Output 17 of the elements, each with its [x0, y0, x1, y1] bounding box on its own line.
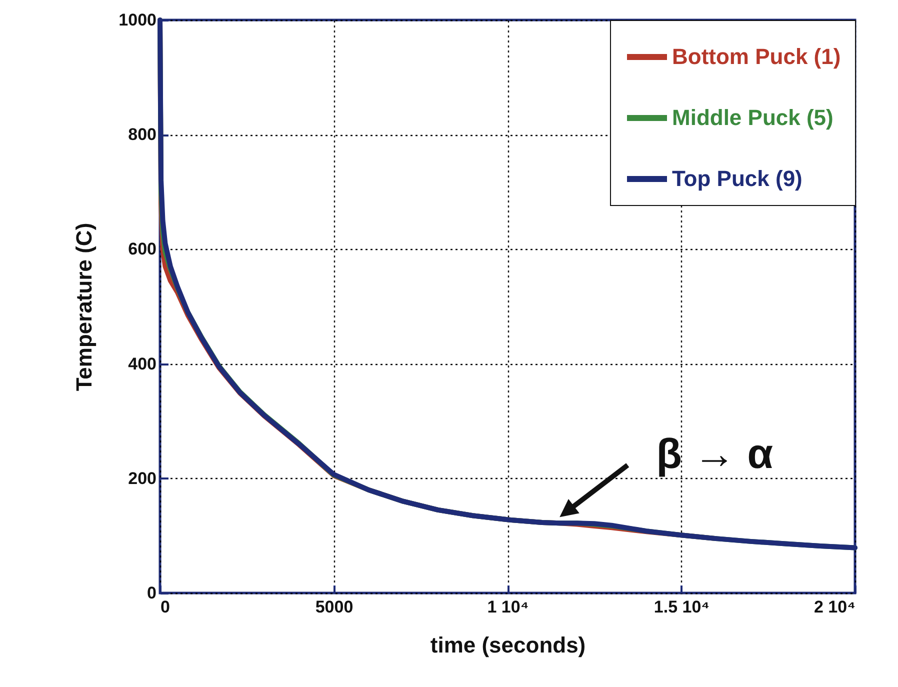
legend-label: Bottom Puck (1) [672, 44, 841, 69]
y-tick-label: 600 [128, 240, 156, 259]
x-tick-label: 2 10⁴ [814, 598, 856, 616]
y-tick-label: 1000 [118, 10, 156, 30]
x-tick-label: 1 10⁴ [487, 598, 529, 616]
x-tick-label: 0 [160, 598, 170, 616]
x-tick-label: 1.5 10⁴ [654, 598, 710, 616]
x-axis-title: time (seconds) [430, 632, 586, 658]
y-tick-label: 0 [147, 584, 156, 602]
y-tick-label: 200 [128, 468, 156, 488]
annotation: β → α [656, 430, 774, 478]
y-tick-label: 800 [128, 125, 156, 144]
y-tick-label: 400 [128, 354, 156, 374]
legend-label: Top Puck (9) [672, 166, 802, 191]
x-tick-label: 5000 [315, 598, 354, 616]
legend-label: Middle Puck (5) [672, 105, 834, 130]
y-axis-title: Temperature (C) [72, 222, 97, 392]
